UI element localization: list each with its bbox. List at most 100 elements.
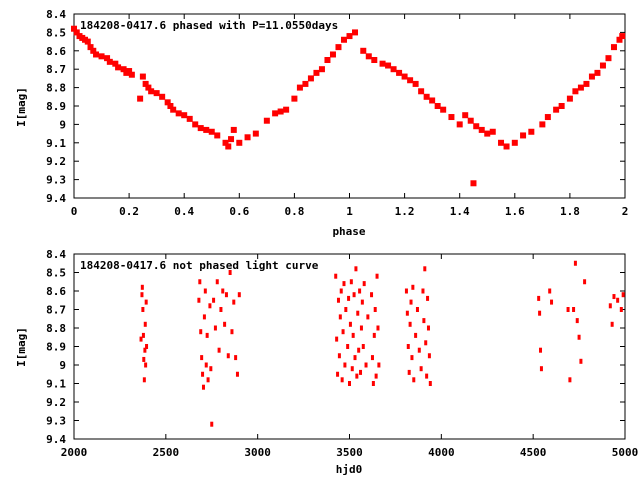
data-point xyxy=(217,347,221,353)
data-point xyxy=(357,347,361,353)
data-point xyxy=(376,325,380,331)
data-point xyxy=(404,288,408,294)
data-point xyxy=(619,307,623,312)
data-point xyxy=(175,110,182,117)
data-point xyxy=(360,299,364,305)
data-point xyxy=(153,90,160,97)
data-point xyxy=(209,366,213,372)
data-point xyxy=(498,139,505,146)
data-point xyxy=(577,84,584,91)
data-point xyxy=(484,130,491,137)
data-point xyxy=(335,44,342,51)
x-tick-label: 1 xyxy=(346,205,353,218)
data-point xyxy=(318,66,325,73)
data-point xyxy=(423,93,430,100)
data-point xyxy=(425,373,429,379)
data-point xyxy=(346,344,350,349)
data-point xyxy=(145,84,152,91)
y-tick-label: 8.4 xyxy=(46,8,66,21)
y-tick-label: 9.2 xyxy=(46,155,66,168)
data-point xyxy=(348,381,351,386)
data-point xyxy=(421,288,425,294)
data-point xyxy=(291,95,298,102)
data-point xyxy=(224,292,228,298)
data-point xyxy=(364,362,368,368)
data-point xyxy=(252,130,259,137)
data-point xyxy=(550,299,554,305)
data-point xyxy=(201,384,205,390)
data-point xyxy=(544,114,551,121)
data-point xyxy=(230,126,237,133)
data-point xyxy=(336,371,340,377)
unphased-light-curve-panel: 2000 2500 3000 3500 4000 4500 5000 8.48.58.68.… xyxy=(15,248,638,476)
data-point xyxy=(342,281,346,287)
data-point xyxy=(599,62,606,69)
y-axis: 8.4 8.5 8.6 8.7 8.8 8.9 9 9.1 9.2 9.3 9.4 xyxy=(46,8,625,205)
phased-light-curve-panel: 0 0.2 0.4 0.6 0.8 1 1.2 1.4 1.6 1.8 2 8.4 8.5 8.6 8.7… xyxy=(15,8,628,238)
y-tick-label: 9.1 xyxy=(46,137,66,150)
data-point xyxy=(377,362,381,368)
y-tick-label: 8.5 xyxy=(46,26,66,39)
data-point xyxy=(415,307,419,312)
data-point xyxy=(170,106,177,113)
data-point xyxy=(538,310,542,316)
y-tick-label: 8.7 xyxy=(46,304,66,317)
data-point xyxy=(423,266,427,272)
data-point xyxy=(575,318,579,324)
y-tick-label: 8.6 xyxy=(46,285,66,298)
data-point xyxy=(605,55,612,62)
y-tick-label: 9.3 xyxy=(46,415,66,428)
x-tick-label: 2 xyxy=(622,205,629,218)
data-point xyxy=(379,60,386,67)
data-point xyxy=(356,310,360,316)
data-point xyxy=(354,266,358,272)
data-point xyxy=(283,106,290,113)
data-point xyxy=(390,66,397,73)
data-point xyxy=(355,373,359,379)
data-point xyxy=(244,134,251,141)
data-point xyxy=(98,53,105,60)
data-point xyxy=(186,115,193,122)
data-point xyxy=(579,358,583,364)
data-point xyxy=(410,355,414,361)
y-tick-label: 8.8 xyxy=(46,322,66,335)
data-point xyxy=(548,288,552,294)
data-point xyxy=(340,377,344,383)
data-point xyxy=(358,288,362,294)
data-point xyxy=(237,292,241,298)
data-point xyxy=(426,325,430,331)
data-point xyxy=(359,325,363,331)
data-point xyxy=(228,270,232,275)
data-point xyxy=(215,279,219,285)
data-point xyxy=(422,318,426,324)
data-point xyxy=(371,57,378,63)
data-point xyxy=(167,103,174,109)
y-tick-label: 8.7 xyxy=(46,63,66,76)
data-point xyxy=(139,73,146,80)
data-point xyxy=(222,139,229,146)
data-point xyxy=(230,329,234,335)
data-point xyxy=(566,307,570,312)
data-point xyxy=(352,29,359,36)
data-point xyxy=(572,88,579,95)
data-point xyxy=(346,33,353,40)
data-point xyxy=(199,329,203,335)
data-point xyxy=(434,103,441,109)
data-point xyxy=(419,366,423,372)
data-point xyxy=(608,303,612,309)
data-point xyxy=(144,362,148,368)
y-tick-label: 9.4 xyxy=(46,192,66,205)
x-tick-label: 1.6 xyxy=(505,205,525,218)
data-point xyxy=(141,332,145,338)
data-point xyxy=(144,299,148,305)
data-point xyxy=(417,347,421,353)
data-point xyxy=(139,336,143,342)
x-tick-label: 5000 xyxy=(612,446,639,459)
data-point xyxy=(344,307,348,312)
chart-title: 184208-0417.6 not phased light curve xyxy=(80,259,319,272)
plot-frame xyxy=(73,253,626,440)
data-point xyxy=(143,347,147,353)
y-tick-label: 9 xyxy=(59,118,66,131)
data-point xyxy=(375,273,379,279)
